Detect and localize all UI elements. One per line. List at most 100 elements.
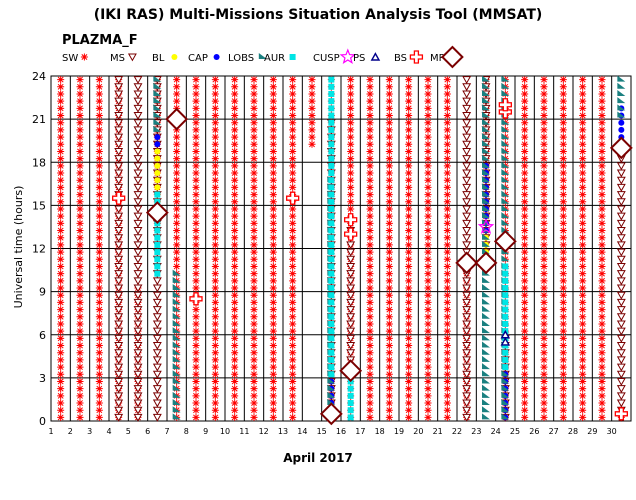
point-sw <box>540 133 548 141</box>
point-sw <box>405 119 413 127</box>
point-sw <box>559 219 567 227</box>
point-sw <box>95 413 103 421</box>
point-sw <box>598 377 606 385</box>
point-sw <box>192 147 200 155</box>
point-sw <box>559 320 567 328</box>
point-sw <box>76 291 84 299</box>
legend-marker-ms <box>127 53 137 62</box>
point-sw <box>173 133 181 141</box>
point-sw <box>598 270 606 278</box>
point-sw <box>405 140 413 148</box>
point-sw <box>540 413 548 421</box>
point-sw <box>289 126 297 134</box>
point-sw <box>559 363 567 371</box>
point-sw <box>211 183 219 191</box>
point-sw <box>366 112 374 120</box>
point-aur <box>328 285 335 292</box>
point-aur <box>328 241 335 248</box>
point-sw <box>540 227 548 235</box>
point-sw <box>211 162 219 170</box>
point-sw <box>559 140 567 148</box>
point-sw <box>76 385 84 393</box>
point-sw <box>289 363 297 371</box>
point-lobs <box>153 89 162 96</box>
point-sw <box>95 320 103 328</box>
point-aur <box>328 328 335 335</box>
point-sw <box>289 277 297 285</box>
point-sw <box>540 377 548 385</box>
point-sw <box>173 176 181 184</box>
point-sw <box>385 248 393 256</box>
point-lobs <box>501 169 510 176</box>
point-sw <box>559 119 567 127</box>
point-sw <box>289 306 297 314</box>
point-sw <box>250 320 258 328</box>
point-sw <box>598 392 606 400</box>
point-sw <box>424 147 432 155</box>
point-aur <box>328 263 335 270</box>
point-sw <box>211 76 219 84</box>
point-sw <box>95 342 103 350</box>
point-sw <box>231 262 239 270</box>
point-sw <box>366 334 374 342</box>
point-sw <box>269 270 277 278</box>
point-lobs <box>501 399 510 406</box>
point-sw <box>269 147 277 155</box>
point-sw <box>192 320 200 328</box>
point-sw <box>579 162 587 170</box>
point-sw <box>95 83 103 91</box>
point-aur <box>347 407 354 414</box>
point-sw <box>250 126 258 134</box>
point-sw <box>579 313 587 321</box>
x-tick-label: 24 <box>491 427 501 436</box>
point-sw <box>540 119 548 127</box>
point-sw <box>269 162 277 170</box>
point-lobs <box>501 161 510 168</box>
point-sw <box>366 313 374 321</box>
point-mp <box>455 251 479 275</box>
point-sw <box>289 205 297 213</box>
point-bs <box>189 292 203 306</box>
point-sw <box>443 327 451 335</box>
point-sw <box>347 205 355 213</box>
point-sw <box>308 112 316 120</box>
point-sw <box>579 205 587 213</box>
point-sw <box>424 313 432 321</box>
point-sw <box>173 155 181 163</box>
point-lobs <box>172 319 181 326</box>
point-lobs <box>482 240 490 247</box>
point-sw <box>579 176 587 184</box>
point-sw <box>250 370 258 378</box>
point-sw <box>559 198 567 206</box>
point-sw <box>76 406 84 414</box>
point-lobs <box>482 291 490 298</box>
point-sw <box>211 241 219 249</box>
point-sw <box>76 183 84 191</box>
point-sw <box>405 385 413 393</box>
point-sw <box>308 140 316 148</box>
point-sw <box>250 90 258 98</box>
point-sw <box>385 212 393 220</box>
point-sw <box>289 219 297 227</box>
point-sw <box>579 284 587 292</box>
point-sw <box>76 370 84 378</box>
point-aur <box>328 134 335 141</box>
point-sw <box>211 306 219 314</box>
point-ms <box>462 76 472 85</box>
point-sw <box>540 104 548 112</box>
point-lobs <box>617 97 626 104</box>
point-sw <box>424 377 432 385</box>
point-sw <box>385 227 393 235</box>
point-sw <box>424 219 432 227</box>
point-aur <box>328 227 335 234</box>
point-sw <box>192 313 200 321</box>
point-sw <box>540 363 548 371</box>
point-sw <box>231 234 239 242</box>
point-sw <box>95 205 103 213</box>
point-sw <box>95 155 103 163</box>
point-sw <box>405 270 413 278</box>
point-lobs <box>172 348 181 355</box>
point-sw <box>521 327 529 335</box>
point-sw <box>366 284 374 292</box>
point-sw <box>269 198 277 206</box>
